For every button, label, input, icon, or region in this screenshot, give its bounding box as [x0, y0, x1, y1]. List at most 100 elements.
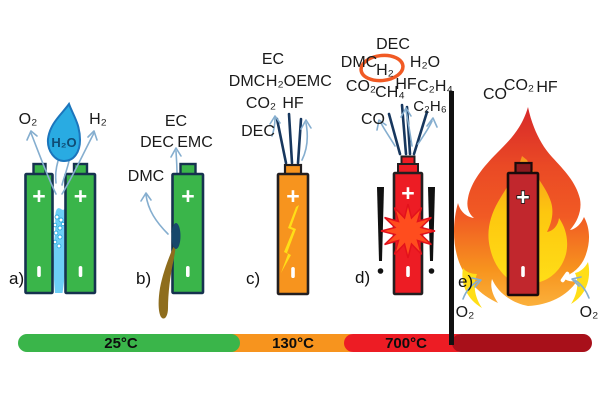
gas-label-c2h6: C₂H₆	[413, 98, 447, 115]
gas-label-co2: CO₂	[246, 95, 276, 112]
axis-segment-130	[216, 334, 358, 352]
stage-letter-d: d)	[355, 268, 370, 287]
lightning-crack-icon	[281, 205, 299, 273]
negative-terminal	[78, 266, 83, 277]
stage-divider-line	[449, 91, 454, 345]
arrowhead	[571, 276, 582, 287]
negative-terminal	[406, 266, 410, 277]
negative-terminal	[37, 266, 41, 277]
water-droplet-label: H₂O	[51, 135, 76, 150]
gas-arrow	[417, 120, 433, 145]
gas-label-dec: DEC	[140, 134, 174, 151]
bubble	[54, 214, 60, 220]
arrowhead	[26, 130, 38, 141]
negative-terminal	[521, 266, 525, 277]
droplet-channel-line	[61, 160, 70, 186]
arrowhead	[170, 147, 182, 158]
oxygen-arrow-left	[462, 280, 479, 300]
positive-terminal: +	[516, 184, 529, 210]
stage-a-new-cells: + + H₂O O₂ H₂ a)	[9, 101, 107, 295]
h2-highlight-ellipse	[359, 53, 405, 83]
water-droplet-icon	[46, 101, 82, 163]
exclamation-mark-icon	[428, 187, 435, 261]
gas-label-co2: CO₂	[504, 77, 534, 94]
positive-terminal: +	[32, 183, 45, 209]
oxygen-arrow-right	[574, 279, 590, 299]
stage-d-runaway-cell: + DEC DMC H₂ H₂O CO₂ CH₄ HF C₂H₄ C₂H₆ CO…	[341, 36, 453, 296]
arrowhead	[376, 119, 387, 131]
vent-notch	[560, 271, 570, 283]
gas-label-h2: H₂	[376, 62, 394, 79]
battery-body	[64, 172, 97, 295]
positive-terminal: +	[401, 180, 414, 206]
gas-arrow	[301, 122, 308, 161]
vent-jet	[275, 117, 288, 165]
arrowhead	[426, 117, 438, 128]
gas-label-ec: EC	[165, 113, 187, 130]
gas-label-h2o: H₂O	[410, 54, 440, 71]
arrowhead	[140, 192, 152, 202]
gas-label-co: CO	[483, 86, 507, 103]
gas-label-o2-left: O₂	[456, 304, 475, 321]
gas-label-emc: EMC	[177, 134, 213, 151]
gas-arrow	[380, 122, 396, 147]
gas-label-o2: O₂	[19, 111, 38, 128]
gas-label-ch4: CH₄	[375, 84, 405, 101]
exclamation-dot	[377, 268, 384, 274]
gas-label-h2: H₂	[89, 111, 107, 128]
arrowhead	[471, 277, 482, 288]
vent-jet	[412, 110, 429, 156]
arrowhead	[269, 115, 281, 125]
exclamation-mark-icon	[377, 187, 384, 261]
gas-label-dmc: DMC	[341, 54, 377, 71]
gas-label-hf: HF	[282, 95, 304, 112]
bubble	[56, 243, 62, 249]
positive-terminal: +	[286, 183, 299, 209]
gas-label-hf: HF	[536, 79, 558, 96]
vent-jet	[287, 112, 294, 165]
stage-letter-c: c)	[246, 269, 260, 288]
axis-segment-25	[18, 334, 240, 352]
explosion-starburst-icon	[380, 203, 436, 259]
exclamation-dot	[428, 268, 435, 274]
axis-label-130c: 130°C	[272, 335, 314, 352]
gas-label-h2o: H₂O	[266, 73, 296, 90]
negative-terminal	[186, 266, 190, 277]
gas-label-ec: EC	[262, 51, 284, 68]
gas-arrow-left	[30, 132, 57, 195]
gas-label-co2: CO₂	[346, 78, 376, 95]
gas-label-co: CO	[361, 111, 385, 128]
gas-arrow	[405, 110, 413, 147]
stage-letter-a: a)	[9, 269, 24, 288]
leak-spot	[171, 223, 181, 249]
gas-label-hf: HF	[395, 76, 417, 93]
positive-terminal: +	[74, 183, 87, 209]
vent-jet	[296, 117, 303, 165]
battery-body	[24, 172, 54, 295]
gas-arrow-right	[61, 132, 95, 195]
positive-terminal: +	[181, 183, 194, 209]
gas-label-dmc: DMC	[128, 168, 164, 185]
gas-label-c2h4: C₂H₄	[417, 78, 453, 95]
stage-letter-b: b)	[136, 269, 151, 288]
bubble	[57, 225, 63, 231]
stage-c-venting-cell: + EC DMC H₂O EMC CO₂ HF DEC c)	[229, 51, 332, 296]
gas-arrow-dmc	[145, 194, 169, 235]
stage-e-burning-cell: + CO CO₂ HF O₂ O₂ e)	[454, 77, 598, 321]
gas-label-dec: DEC	[376, 36, 410, 53]
stage-letter-e: e)	[458, 272, 473, 291]
bubble	[57, 234, 63, 240]
electrolyte-leak-drip	[158, 241, 176, 319]
gas-arrow	[271, 117, 276, 137]
temperature-axis: 25°C 130°C 700°C	[18, 334, 592, 352]
axis-label-700c: 700°C	[385, 335, 427, 352]
flame-curl	[462, 268, 482, 308]
gas-label-o2-right: O₂	[580, 304, 599, 321]
droplet-channel-line	[54, 160, 59, 184]
bubble	[53, 230, 59, 236]
arrowhead	[300, 119, 312, 130]
axis-label-25c: 25°C	[104, 335, 138, 352]
gas-label-emc: EMC	[296, 73, 332, 90]
